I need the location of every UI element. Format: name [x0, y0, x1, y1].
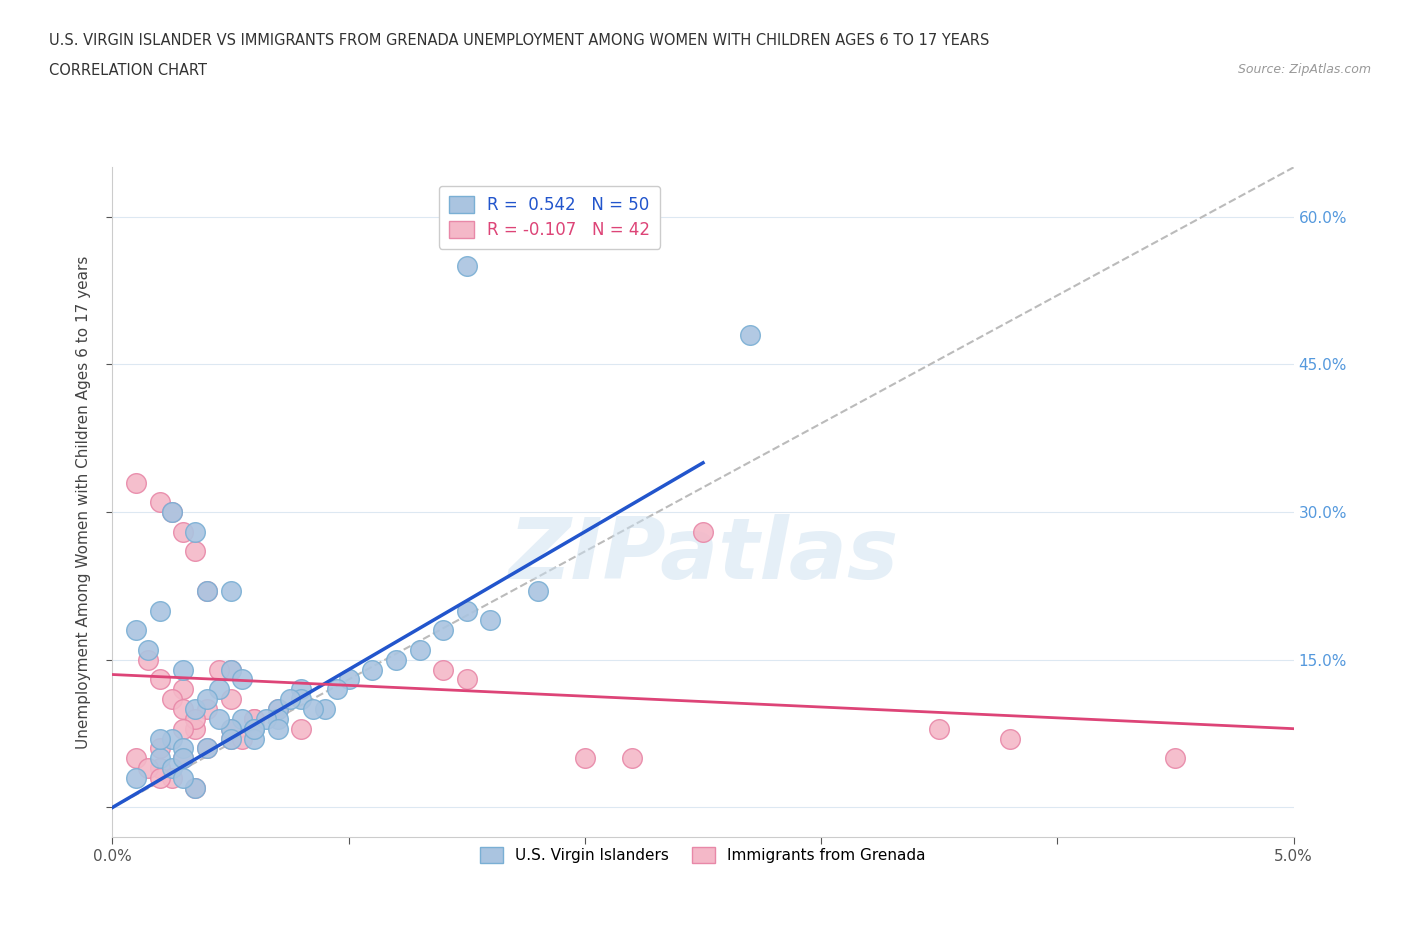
- Point: [278, 692, 301, 707]
- Point: [136, 652, 159, 667]
- Point: [160, 692, 183, 707]
- Point: [408, 643, 430, 658]
- Point: [337, 672, 360, 687]
- Text: Source: ZipAtlas.com: Source: ZipAtlas.com: [1237, 63, 1371, 76]
- Point: [172, 741, 194, 756]
- Point: [172, 682, 194, 697]
- Point: [385, 652, 408, 667]
- Point: [149, 741, 172, 756]
- Point: [149, 761, 172, 776]
- Point: [219, 692, 242, 707]
- Point: [195, 583, 218, 598]
- Point: [149, 672, 172, 687]
- Point: [208, 662, 231, 677]
- Point: [184, 544, 207, 559]
- Point: [184, 525, 207, 539]
- Point: [125, 751, 148, 765]
- Point: [998, 731, 1021, 746]
- Point: [574, 751, 596, 765]
- Point: [125, 475, 148, 490]
- Point: [149, 770, 172, 785]
- Point: [314, 701, 336, 716]
- Point: [219, 722, 242, 737]
- Point: [290, 682, 312, 697]
- Point: [267, 711, 290, 726]
- Point: [172, 722, 194, 737]
- Point: [208, 682, 231, 697]
- Point: [267, 701, 290, 716]
- Point: [136, 643, 159, 658]
- Point: [172, 751, 194, 765]
- Point: [219, 722, 242, 737]
- Point: [160, 505, 183, 520]
- Point: [149, 495, 172, 510]
- Point: [219, 731, 242, 746]
- Point: [219, 662, 242, 677]
- Point: [243, 722, 266, 737]
- Point: [456, 672, 478, 687]
- Point: [326, 682, 349, 697]
- Point: [172, 701, 194, 716]
- Text: U.S. VIRGIN ISLANDER VS IMMIGRANTS FROM GRENADA UNEMPLOYMENT AMONG WOMEN WITH CH: U.S. VIRGIN ISLANDER VS IMMIGRANTS FROM …: [49, 33, 990, 47]
- Point: [432, 662, 454, 677]
- Point: [125, 623, 148, 638]
- Point: [479, 613, 502, 628]
- Point: [184, 711, 207, 726]
- Point: [172, 525, 194, 539]
- Point: [231, 711, 253, 726]
- Point: [184, 722, 207, 737]
- Point: [149, 603, 172, 618]
- Point: [231, 672, 253, 687]
- Point: [456, 259, 478, 273]
- Point: [172, 751, 194, 765]
- Point: [195, 692, 218, 707]
- Point: [125, 770, 148, 785]
- Point: [243, 731, 266, 746]
- Point: [456, 603, 478, 618]
- Y-axis label: Unemployment Among Women with Children Ages 6 to 17 years: Unemployment Among Women with Children A…: [76, 256, 91, 749]
- Point: [208, 711, 231, 726]
- Point: [243, 711, 266, 726]
- Point: [231, 731, 253, 746]
- Legend: U.S. Virgin Islanders, Immigrants from Grenada: U.S. Virgin Islanders, Immigrants from G…: [474, 842, 932, 870]
- Point: [290, 692, 312, 707]
- Point: [432, 623, 454, 638]
- Point: [195, 583, 218, 598]
- Point: [149, 751, 172, 765]
- Point: [621, 751, 644, 765]
- Point: [302, 701, 325, 716]
- Point: [160, 505, 183, 520]
- Point: [219, 731, 242, 746]
- Point: [267, 722, 290, 737]
- Point: [254, 711, 277, 726]
- Point: [243, 722, 266, 737]
- Point: [184, 780, 207, 795]
- Point: [219, 583, 242, 598]
- Point: [160, 761, 183, 776]
- Point: [243, 711, 266, 726]
- Point: [267, 701, 290, 716]
- Point: [928, 722, 950, 737]
- Point: [184, 701, 207, 716]
- Text: ZIPatlas: ZIPatlas: [508, 514, 898, 597]
- Point: [172, 662, 194, 677]
- Point: [361, 662, 384, 677]
- Point: [149, 731, 172, 746]
- Point: [692, 525, 714, 539]
- Point: [526, 583, 548, 598]
- Point: [1164, 751, 1187, 765]
- Point: [195, 701, 218, 716]
- Point: [136, 761, 159, 776]
- Point: [172, 770, 194, 785]
- Text: CORRELATION CHART: CORRELATION CHART: [49, 63, 207, 78]
- Point: [740, 327, 762, 342]
- Point: [219, 662, 242, 677]
- Point: [195, 741, 218, 756]
- Point: [160, 770, 183, 785]
- Point: [160, 731, 183, 746]
- Point: [290, 722, 312, 737]
- Point: [184, 780, 207, 795]
- Point: [195, 741, 218, 756]
